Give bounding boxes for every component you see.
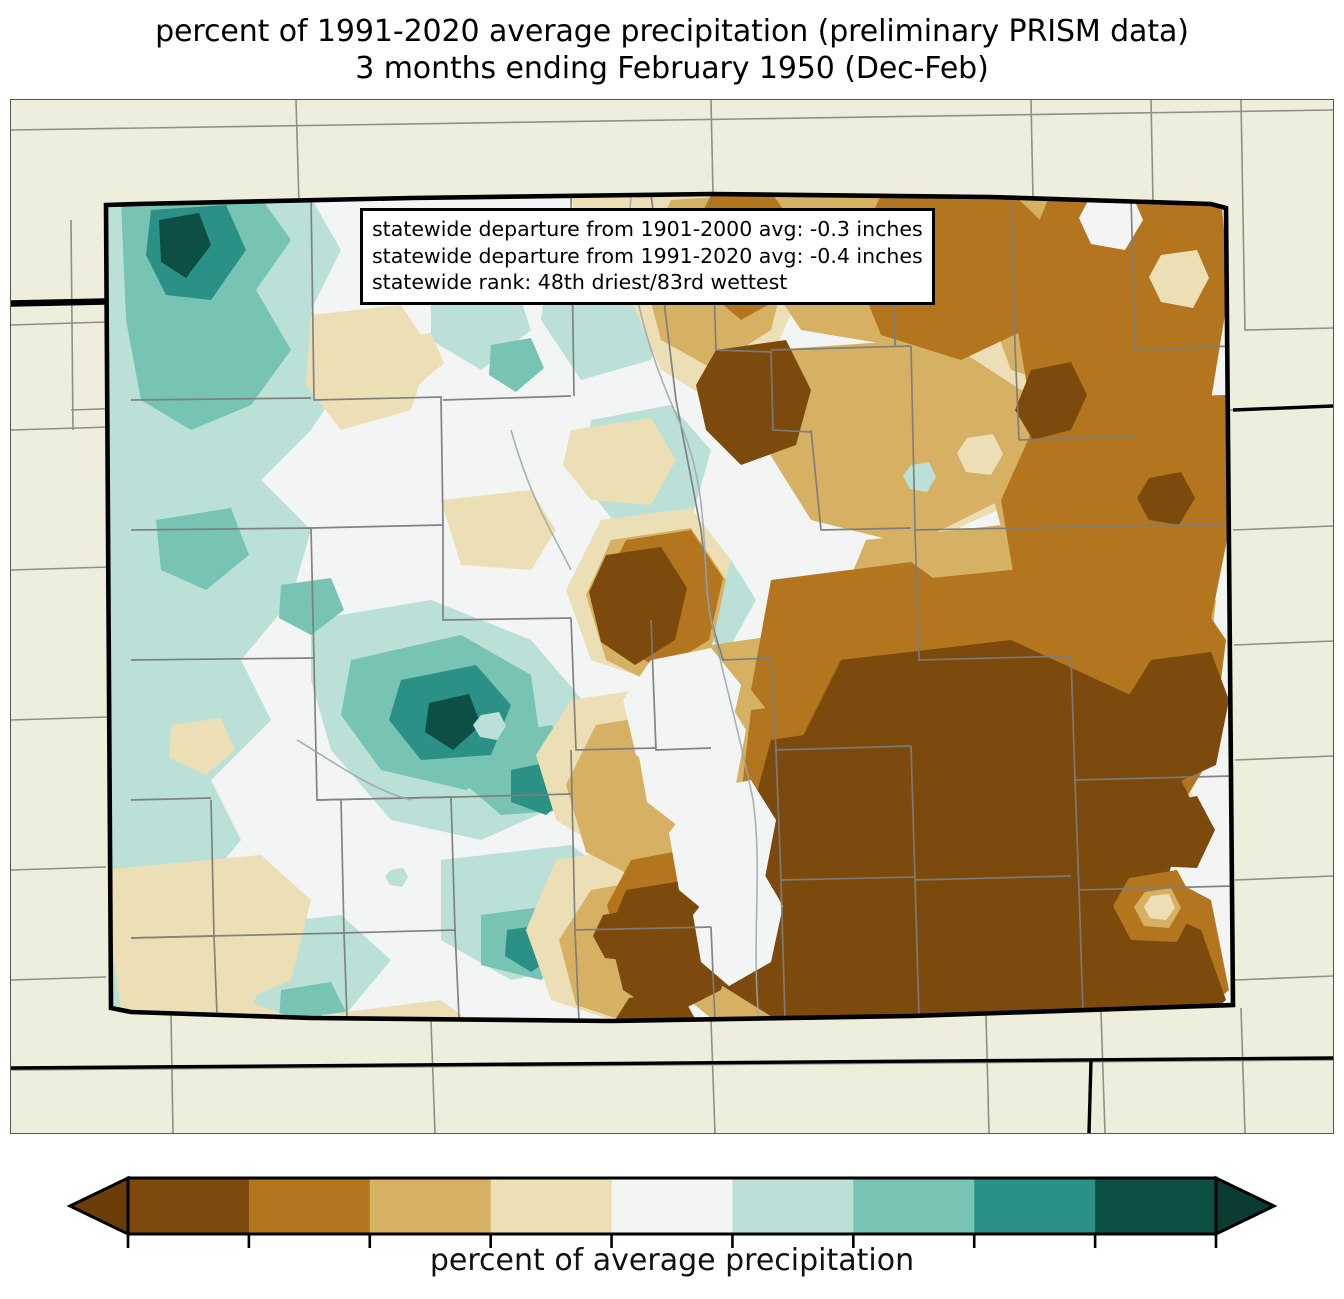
stat-departure-1991-2020: statewide departure from 1991-2020 avg: … xyxy=(372,243,923,268)
colorbar-swatch xyxy=(732,1178,854,1234)
colorbar-swatch xyxy=(248,1178,371,1234)
county-boundaries xyxy=(130,194,1233,1021)
colorbar-axis-label: percent of average precipitation xyxy=(429,1243,915,1278)
precipitation-field xyxy=(106,194,1233,1021)
map-panel: statewide departure from 1901-2000 avg: … xyxy=(10,99,1334,1134)
colorbar-swatch xyxy=(1095,1178,1217,1234)
stat-statewide-rank: statewide rank: 48th driest/83rd wettest xyxy=(372,270,788,295)
surrounding-boundaries xyxy=(11,100,1333,1133)
statistics-box: statewide departure from 1901-2000 avg: … xyxy=(360,208,935,305)
title-line-2: 3 months ending February 1950 (Dec-Feb) xyxy=(355,50,989,86)
colorado-state-outline xyxy=(103,191,1236,1024)
colorado-precipitation-map xyxy=(11,100,1333,1133)
colorbar-swatch xyxy=(974,1178,1096,1234)
colorbar-extend-low xyxy=(66,1175,130,1237)
colorbar-swatches xyxy=(128,1178,1217,1234)
neighbor-state-lines xyxy=(11,298,1333,1133)
colorbar-swatch xyxy=(611,1178,734,1234)
colorbar-svg[interactable]: 1030507090110130150170190 xyxy=(0,1140,1344,1250)
colorbar-swatch xyxy=(490,1178,613,1234)
stat-departure-1901-2000: statewide departure from 1901-2000 avg: … xyxy=(372,217,923,241)
colorbar-ticks: 1030507090110130150170190 xyxy=(126,1234,1218,1248)
colorbar-extend-high xyxy=(1214,1175,1278,1237)
colorbar-outline xyxy=(126,1176,1218,1236)
river-lines xyxy=(296,195,760,1021)
colorbar-swatch xyxy=(369,1178,492,1234)
page-title: percent of 1991-2020 average precipitati… xyxy=(0,14,1344,87)
colorbar-swatch xyxy=(128,1178,250,1234)
colorbar-swatch xyxy=(853,1178,975,1234)
title-line-1: percent of 1991-2020 average precipitati… xyxy=(155,14,1189,49)
colorbar: 1030507090110130150170190 percent of ave… xyxy=(0,1140,1344,1299)
